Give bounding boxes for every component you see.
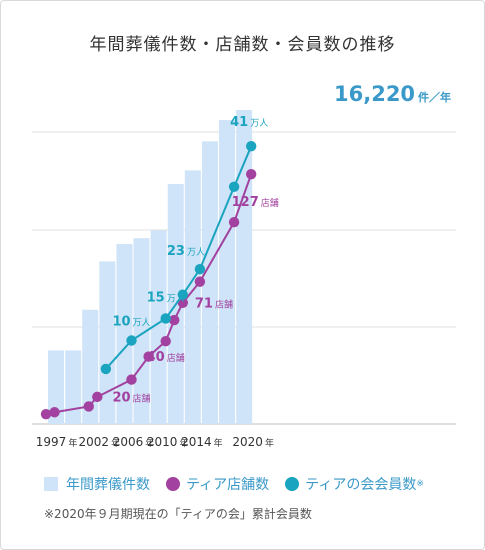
highlight-number: 16,220 bbox=[334, 82, 415, 106]
x-tick-label: 2020 年 bbox=[232, 435, 274, 449]
stores-line bbox=[45, 173, 253, 416]
members-label: 41 万人 bbox=[230, 115, 268, 130]
legend-label-members: ティアの会会員数 bbox=[305, 477, 417, 493]
members-label-num: 15 bbox=[147, 290, 165, 305]
bar bbox=[201, 141, 218, 425]
stores-series bbox=[40, 168, 257, 420]
x-tick-year: 2014 bbox=[181, 435, 212, 449]
members-label-num: 23 bbox=[167, 244, 185, 259]
stores-label-num: 20 bbox=[112, 391, 130, 406]
x-tick-year: 2020 bbox=[232, 435, 263, 449]
stores-point bbox=[40, 408, 52, 420]
members-label-unit: 万人 bbox=[167, 293, 185, 304]
legend: 年間葬儀件数 ティア店舗数 ティアの会会員数 ※ bbox=[44, 474, 440, 494]
stores-label-unit: 店舗 bbox=[215, 299, 233, 311]
members-label-unit: 万人 bbox=[133, 318, 151, 329]
x-tick-unit: 年 bbox=[214, 437, 223, 449]
members-label-unit: 万人 bbox=[187, 247, 205, 258]
members-point bbox=[160, 313, 171, 324]
stores-point bbox=[92, 391, 103, 403]
members-point bbox=[228, 181, 240, 192]
stores-label-num: 40 bbox=[147, 350, 165, 365]
stores-label-num: 71 bbox=[195, 297, 213, 312]
bar bbox=[236, 110, 253, 424]
stores-label-num: 127 bbox=[232, 195, 259, 210]
bar bbox=[184, 170, 201, 424]
stores-point bbox=[246, 168, 257, 180]
bar bbox=[133, 238, 150, 424]
x-tick-unit: 年 bbox=[179, 437, 188, 449]
stores-point bbox=[169, 314, 180, 326]
members-point bbox=[100, 363, 112, 375]
members-label-unit: 万人 bbox=[250, 118, 268, 129]
legend-members-mark: ※ bbox=[416, 479, 424, 489]
members-series bbox=[100, 141, 257, 375]
x-tick-label: 2006 年 bbox=[113, 435, 155, 449]
stores-point bbox=[160, 336, 171, 347]
x-tick-label: 1997 年 bbox=[36, 435, 78, 449]
legend-swatch-members bbox=[285, 477, 300, 491]
stores-point bbox=[49, 407, 60, 418]
stores-point bbox=[177, 297, 188, 308]
highlight-unit: 件／年 bbox=[418, 90, 451, 104]
bar-series bbox=[48, 110, 253, 425]
members-point bbox=[177, 289, 188, 300]
x-tick-year: 2006 bbox=[113, 435, 144, 449]
legend-label-bars: 年間葬儀件数 bbox=[66, 477, 150, 493]
bar bbox=[219, 120, 236, 424]
bar bbox=[65, 350, 82, 424]
bar bbox=[48, 350, 65, 424]
x-tick-label: 2010 年 bbox=[147, 435, 189, 449]
legend-item-bars: 年間葬儀件数 bbox=[44, 474, 150, 494]
stores-label-unit: 店舗 bbox=[167, 352, 185, 364]
members-label: 10 万人 bbox=[112, 315, 150, 330]
x-tick-unit: 年 bbox=[145, 437, 154, 449]
legend-item-members: ティアの会会員数 ※ bbox=[285, 474, 424, 494]
members-point bbox=[194, 263, 206, 275]
bar bbox=[150, 230, 167, 424]
x-tick-year: 2002 bbox=[79, 435, 110, 449]
stores-label: 127 店舗 bbox=[232, 195, 279, 210]
members-point bbox=[246, 141, 257, 152]
legend-label-stores: ティア店舗数 bbox=[186, 477, 270, 493]
members-label-num: 41 bbox=[230, 115, 248, 130]
x-tick-unit: 年 bbox=[68, 437, 77, 449]
footnote: ※2020年９月期現在の「ティアの会」累計会員数 bbox=[44, 507, 312, 521]
members-label-num: 10 bbox=[112, 315, 130, 330]
legend-swatch-stores bbox=[166, 477, 180, 491]
stores-label-unit: 店舗 bbox=[261, 197, 279, 209]
x-tick-year: 2010 bbox=[147, 435, 178, 449]
stores-point bbox=[228, 216, 240, 228]
legend-swatch-bars bbox=[44, 477, 58, 491]
stores-point bbox=[83, 401, 94, 412]
x-tick-label: 2002 年 bbox=[79, 435, 121, 449]
stores-point bbox=[126, 374, 137, 385]
chart-title: 年間葬儀件数・店舗数・会員数の推移 bbox=[89, 35, 396, 55]
members-point bbox=[126, 335, 137, 346]
x-tick-unit: 年 bbox=[265, 437, 274, 449]
legend-item-stores: ティア店舗数 bbox=[166, 474, 269, 494]
bar bbox=[99, 261, 116, 424]
members-label: 23 万人 bbox=[167, 244, 205, 259]
stores-point bbox=[143, 351, 154, 362]
highlight-value: 16,220 件／年 bbox=[334, 82, 451, 106]
x-tick-unit: 年 bbox=[111, 437, 120, 449]
stores-label: 71 店舗 bbox=[195, 297, 233, 312]
stores-label: 40 店舗 bbox=[147, 350, 185, 365]
x-tick-year: 1997 bbox=[36, 435, 67, 449]
stores-label: 20 店舗 bbox=[112, 391, 150, 406]
stores-point bbox=[194, 276, 206, 287]
x-tick-label: 2014 年 bbox=[181, 435, 223, 449]
stores-label-unit: 店舗 bbox=[133, 393, 151, 405]
members-label: 15 万人 bbox=[147, 290, 185, 305]
